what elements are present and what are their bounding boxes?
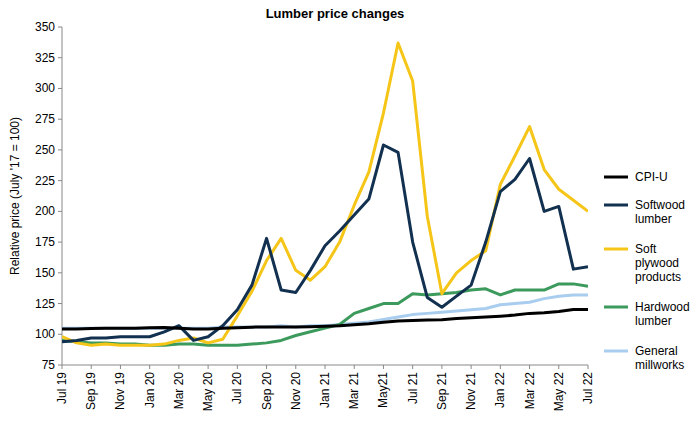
- y-axis: [62, 27, 63, 365]
- x-tick-label: Jul 22: [581, 372, 595, 404]
- y-tick: [58, 57, 62, 58]
- x-tick-label: Jan 21: [318, 372, 332, 408]
- x-tick-label: Mar 21: [347, 372, 361, 410]
- x-tick-label: Nov 21: [464, 372, 478, 410]
- legend-label-line: Softwood: [635, 198, 688, 212]
- x-tick: [529, 365, 530, 369]
- series-line: [62, 43, 588, 345]
- series-line: [62, 295, 588, 328]
- legend-swatch: [604, 306, 628, 309]
- x-tick-label: Jul 19: [55, 372, 69, 404]
- legend-swatch: [604, 176, 628, 179]
- x-tick-label: May 22: [552, 372, 566, 412]
- x-tick: [588, 365, 589, 369]
- x-tick: [120, 365, 121, 369]
- title: Lumber price changes: [266, 6, 405, 21]
- y-tick-label: 175: [35, 235, 55, 249]
- x-tick-label: May 20: [201, 372, 215, 412]
- legend-label-line: Hardwood: [635, 300, 693, 314]
- x-tick: [441, 365, 442, 369]
- x-tick-label: Sep 20: [260, 372, 274, 410]
- legend-label-line: plywood: [635, 256, 682, 270]
- y-tick-label: 300: [35, 81, 55, 95]
- x-tick-label: Sep 21: [435, 372, 449, 410]
- y-tick: [58, 27, 62, 28]
- y-tick-label: 200: [35, 204, 55, 218]
- legend-label-line: Soft: [635, 242, 660, 256]
- y-tick-label: 150: [35, 266, 55, 280]
- legend-label: Hardwood lumber: [635, 300, 693, 328]
- x-axis: [62, 365, 588, 366]
- y-tick-label: 100: [35, 327, 55, 341]
- x-tick-label: Sep 19: [84, 372, 98, 410]
- chart: Lumber price changes Relative price (July…: [0, 0, 696, 435]
- legend-label-line: General: [635, 344, 681, 358]
- x-tick: [91, 365, 92, 369]
- x-tick: [295, 365, 296, 369]
- legend-label-line: products: [635, 270, 681, 284]
- y-tick-label: 250: [35, 143, 55, 157]
- y-tick-label: 350: [35, 20, 55, 34]
- x-tick: [558, 365, 559, 369]
- x-tick: [266, 365, 267, 369]
- y-tick-label: 75: [42, 358, 56, 372]
- x-tick-label: Jan 22: [493, 372, 507, 408]
- x-tick: [325, 365, 326, 369]
- legend-label-line: millworks: [635, 358, 684, 372]
- y-tick-label: 325: [35, 51, 55, 65]
- legend-swatch: [604, 248, 628, 251]
- y-axis-label: Relative price (July '17 = 100): [8, 117, 22, 275]
- y-tick: [58, 119, 62, 120]
- x-tick: [383, 365, 384, 369]
- x-tick: [208, 365, 209, 369]
- x-tick: [471, 365, 472, 369]
- y-tick-label: 125: [35, 297, 55, 311]
- x-tick-label: Mar 20: [172, 372, 186, 410]
- y-tick: [58, 149, 62, 150]
- x-tick: [412, 365, 413, 369]
- y-tick: [58, 272, 62, 273]
- y-tick: [58, 303, 62, 304]
- y-tick-label: 225: [35, 174, 55, 188]
- x-tick-label: Mar 22: [523, 372, 537, 410]
- plot-area: [62, 43, 588, 345]
- legend-swatch: [604, 204, 628, 207]
- y-tick: [58, 88, 62, 89]
- series-line: [62, 310, 588, 330]
- x-tick-label: Jan 20: [143, 372, 157, 408]
- legend-swatch: [604, 350, 628, 353]
- legend-label: Soft plywood products: [635, 242, 682, 284]
- x-tick: [178, 365, 179, 369]
- x-tick: [500, 365, 501, 369]
- legend-label-line: lumber: [635, 212, 672, 226]
- y-tick: [58, 334, 62, 335]
- x-tick: [149, 365, 150, 369]
- x-tick-label: May21: [376, 372, 390, 408]
- x-tick: [354, 365, 355, 369]
- y-tick: [58, 242, 62, 243]
- legend-label-line: lumber: [635, 314, 672, 328]
- legend-label: Softwood lumber: [635, 198, 688, 226]
- x-tick: [62, 365, 63, 369]
- y-tick-label: 275: [35, 112, 55, 126]
- y-tick: [58, 211, 62, 212]
- x-tick-label: Nov 19: [113, 372, 127, 410]
- legend-label: CPI-U: [635, 170, 668, 184]
- y-tick: [58, 180, 62, 181]
- x-tick-label: Jul 20: [230, 372, 244, 404]
- y-tick: [58, 365, 62, 366]
- x-tick-label: Nov 20: [289, 372, 303, 410]
- legend-label: General millworks: [635, 344, 684, 372]
- x-tick-label: Jul 21: [406, 372, 420, 404]
- x-tick: [237, 365, 238, 369]
- series-line: [62, 145, 588, 342]
